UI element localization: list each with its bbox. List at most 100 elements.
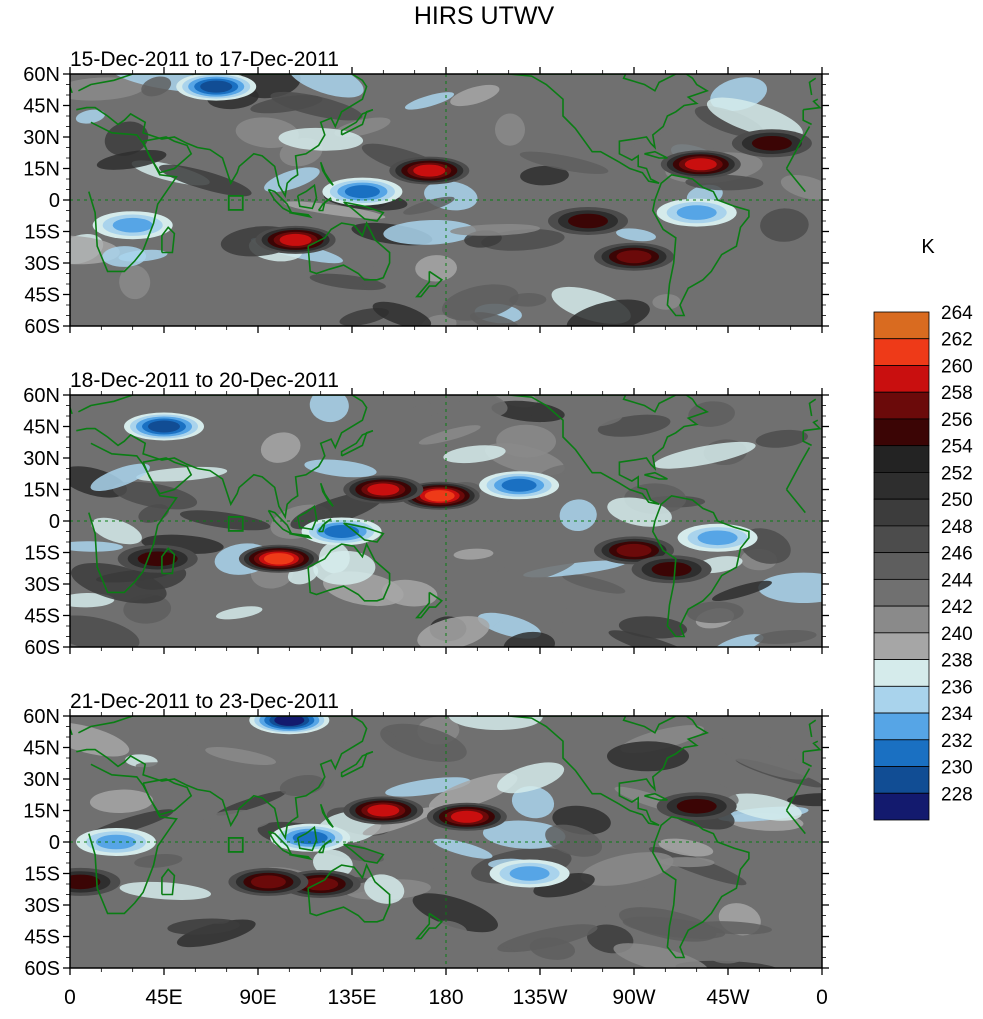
texture-patch <box>760 208 809 242</box>
y-tick-label: 15N <box>23 480 60 502</box>
moist-feature <box>697 530 738 546</box>
warm-feature <box>676 799 717 814</box>
texture-patch <box>427 395 508 419</box>
coastline-philippines <box>319 161 334 186</box>
texture-patch <box>90 463 150 491</box>
region-box <box>227 516 244 532</box>
texture-patch <box>509 292 547 307</box>
moist-feature <box>292 831 328 845</box>
texture-patch <box>104 121 149 156</box>
coastline-arabia <box>142 778 193 816</box>
texture-patch <box>450 84 500 107</box>
y-tick-label: 45N <box>23 738 60 760</box>
colorbar-box <box>873 391 930 420</box>
texture-patch <box>428 773 518 812</box>
moist-feature <box>112 217 153 233</box>
texture-patch <box>179 510 271 531</box>
texture-patch <box>482 820 566 849</box>
coastline-japan <box>340 750 374 778</box>
texture-patch <box>496 424 556 458</box>
texture-patch <box>685 174 764 191</box>
texture-patch <box>608 630 696 647</box>
colorbar-box <box>873 418 930 447</box>
texture-patch <box>135 762 231 779</box>
texture-patch <box>385 777 471 797</box>
coastline-southamerica <box>651 494 750 638</box>
colorbar-label: 250 <box>941 490 973 511</box>
texture-patch <box>89 789 154 814</box>
texture-patch <box>270 91 363 121</box>
coastline-sulawesi <box>317 197 332 212</box>
texture-patch <box>119 265 151 300</box>
colorbar-box <box>873 712 930 741</box>
texture-patch <box>381 579 438 607</box>
colorbar-box <box>873 685 930 714</box>
texture-patch <box>167 918 240 935</box>
texture-patch <box>260 432 301 463</box>
texture-patch <box>618 616 688 639</box>
x-tick-label: 135W <box>513 986 568 1009</box>
texture-patch <box>713 634 764 647</box>
texture-patch <box>580 852 674 886</box>
y-tick-label: 15S <box>24 222 60 244</box>
texture-patch <box>712 580 772 602</box>
coastline-sulawesi <box>317 839 332 854</box>
coastline-northamerica <box>471 395 709 505</box>
coastline-philippines <box>319 482 334 507</box>
colorbar-label: 234 <box>941 704 973 725</box>
moist-feature <box>274 716 305 726</box>
colorbar-label: 254 <box>941 437 973 458</box>
colorbar-label: 258 <box>941 383 973 404</box>
texture-patch <box>91 517 142 545</box>
texture-patch <box>165 727 219 749</box>
texture-patch <box>758 572 822 603</box>
panel-title: 18-Dec-2011 to 20-Dec-2011 <box>70 369 339 392</box>
texture-patch <box>477 612 541 639</box>
texture-patch <box>403 196 455 215</box>
coastlines <box>70 395 822 638</box>
contour-field <box>70 395 822 647</box>
texture-patch <box>382 849 437 878</box>
colorbar-box <box>873 605 930 634</box>
coastline-africa <box>88 763 811 915</box>
figure-title: HIRS UTWV <box>414 2 555 30</box>
warm-feature <box>684 158 717 171</box>
texture-patch <box>119 881 211 900</box>
texture-patch <box>434 920 468 938</box>
texture-patch <box>511 786 555 819</box>
colorbar-label: 230 <box>941 758 973 779</box>
y-tick-label: 45N <box>23 417 60 439</box>
coastline-cuba <box>644 150 668 159</box>
texture-patch <box>652 294 681 310</box>
texture-patch <box>205 746 276 766</box>
texture-patch <box>417 616 490 647</box>
coastline-borneo <box>296 504 318 531</box>
y-tick-label: 30N <box>23 127 60 149</box>
coastline-australia <box>307 221 391 281</box>
texture-patch <box>562 574 626 594</box>
coastline-arabia <box>142 136 193 174</box>
texture-patch <box>309 395 349 423</box>
y-tick-label: 45N <box>23 96 60 118</box>
x-tick-label: 0 <box>816 986 828 1009</box>
coastline-newguinea <box>343 843 385 864</box>
coastline-japan <box>340 108 374 136</box>
texture-patch <box>380 723 467 763</box>
coastline-sulawesi <box>317 518 332 533</box>
moist-feature <box>148 420 180 433</box>
coastline-newzealand <box>415 270 444 298</box>
texture-patch <box>566 299 650 326</box>
texture-patch <box>404 92 455 110</box>
coastline-africa <box>88 442 811 594</box>
texture-patch <box>70 541 123 552</box>
colorbar-label: 242 <box>941 597 973 618</box>
y-tick-label: 30S <box>24 253 60 275</box>
texture-patch <box>686 601 744 624</box>
warm-feature <box>137 551 178 567</box>
y-tick-label: 15N <box>23 801 60 823</box>
texture-patch <box>497 924 598 953</box>
coastline-cuba <box>644 792 668 801</box>
x-tick-label: 135E <box>327 986 376 1009</box>
y-tick-label: 60N <box>23 64 60 86</box>
